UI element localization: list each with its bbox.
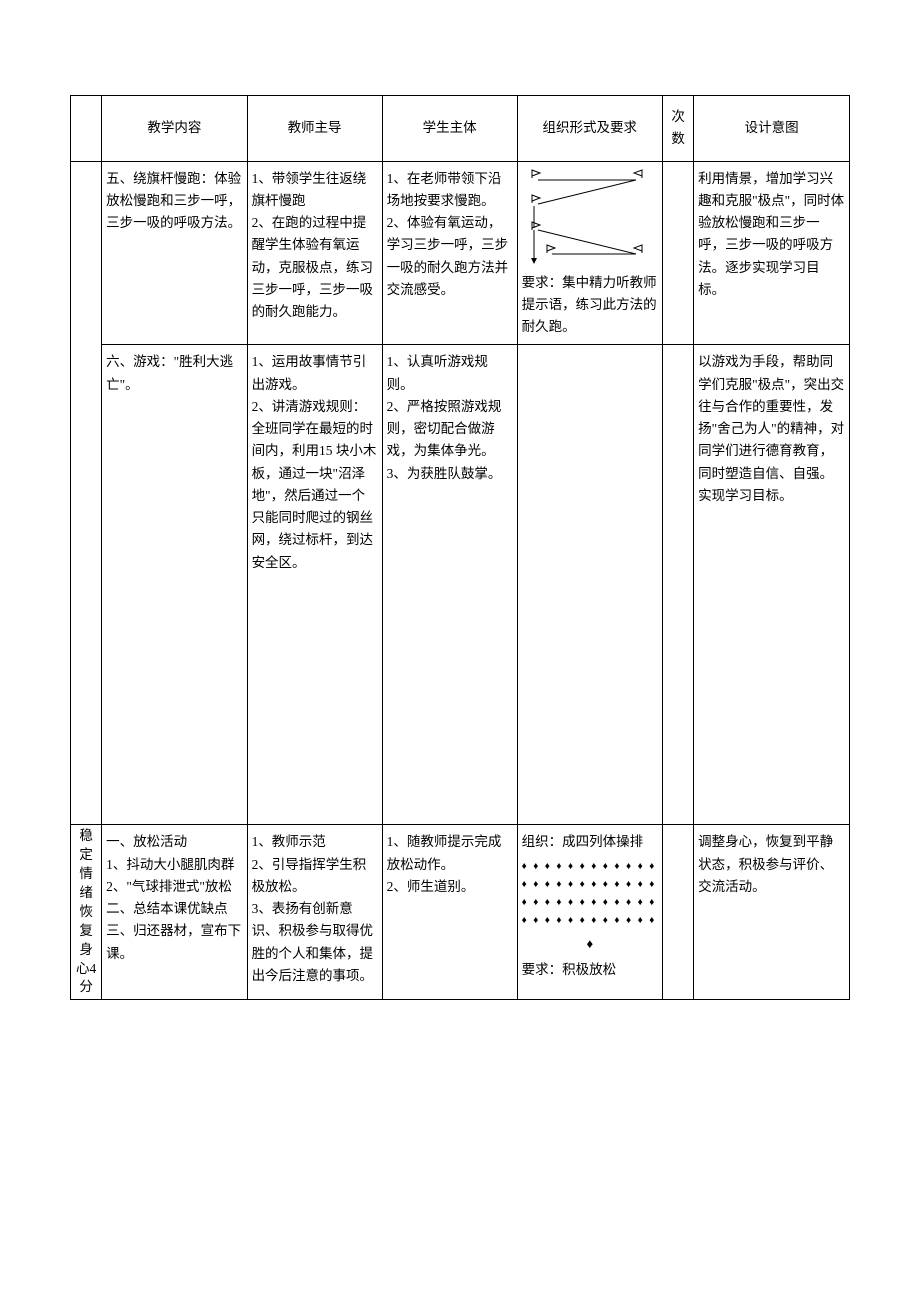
cell-count [663, 161, 694, 345]
cell-teacher: 1、带领学生往返绕旗杆慢跑2、在跑的过程中提醒学生体验有氧运动，克服极点，练习三… [247, 161, 382, 345]
col-header-intent: 设计意图 [694, 96, 850, 162]
col-header-student: 学生主体 [382, 96, 517, 162]
table-row: 五、绕旗杆慢跑：体验放松慢跑和三步一呼，三步一吸的呼吸方法。 1、带领学生往返绕… [71, 161, 850, 345]
table-header-row: 教学内容 教师主导 学生主体 组织形式及要求 次数 设计意图 [71, 96, 850, 162]
col-header-content: 教学内容 [102, 96, 247, 162]
col-header-phase [71, 96, 102, 162]
table-row: 稳定情绪恢复身心4分 一、放松活动1、抖动大小腿肌肉群2、"气球排泄式"放松二、… [71, 825, 850, 1000]
cell-organization [517, 345, 662, 825]
col-header-teacher: 教师主导 [247, 96, 382, 162]
cell-intent: 调整身心，恢复到平静状态，积极参与评价、交流活动。 [694, 825, 850, 1000]
cell-content: 六、游戏："胜利大逃亡"。 [102, 345, 247, 825]
formation-row: ♦ ♦ ♦ ♦ ♦ ♦ ♦ ♦ ♦ ♦ ♦ ♦ [522, 912, 658, 930]
cell-student: 1、认真听游戏规则。2、严格按照游戏规则，密切配合做游戏，为集体争光。3、为获胜… [382, 345, 517, 825]
formation-leader: ♦ [522, 932, 658, 955]
cell-count [663, 825, 694, 1000]
phase-label [71, 161, 102, 825]
formation-row: ♦ ♦ ♦ ♦ ♦ ♦ ♦ ♦ ♦ ♦ ♦ ♦ [522, 876, 658, 894]
cell-organization: 要求：集中精力听教师提示语，练习此方法的耐久跑。 [517, 161, 662, 345]
formation-row: ♦ ♦ ♦ ♦ ♦ ♦ ♦ ♦ ♦ ♦ ♦ ♦ [522, 858, 658, 876]
col-header-organization: 组织形式及要求 [517, 96, 662, 162]
cell-student: 1、随教师提示完成放松动作。2、师生道别。 [382, 825, 517, 1000]
phase-label: 稳定情绪恢复身心4分 [71, 825, 102, 1000]
zigzag-diagram [522, 168, 658, 268]
cell-count [663, 345, 694, 825]
cell-intent: 以游戏为手段，帮助同学们克服"极点"，突出交往与合作的重要性，发扬"舍己为人"的… [694, 345, 850, 825]
cell-teacher: 1、运用故事情节引出游戏。2、讲清游戏规则：全班同学在最短的时间内，利用15 块… [247, 345, 382, 825]
table-row: 六、游戏："胜利大逃亡"。 1、运用故事情节引出游戏。2、讲清游戏规则：全班同学… [71, 345, 850, 825]
organization-requirement: 要求：积极放松 [522, 959, 658, 981]
col-header-count: 次数 [663, 96, 694, 162]
cell-content: 五、绕旗杆慢跑：体验放松慢跑和三步一呼，三步一吸的呼吸方法。 [102, 161, 247, 345]
document-page: 教学内容 教师主导 学生主体 组织形式及要求 次数 设计意图 五、绕旗杆慢跑：体… [0, 0, 920, 1060]
cell-teacher: 1、教师示范2、引导指挥学生积极放松。3、表扬有创新意识、积极参与取得优胜的个人… [247, 825, 382, 1000]
formation-diagram: ♦ ♦ ♦ ♦ ♦ ♦ ♦ ♦ ♦ ♦ ♦ ♦ ♦ ♦ ♦ ♦ ♦ ♦ ♦ ♦ … [522, 858, 658, 955]
formation-row: ♦ ♦ ♦ ♦ ♦ ♦ ♦ ♦ ♦ ♦ ♦ ♦ [522, 894, 658, 912]
organization-prefix: 组织：成四列体操排 [522, 831, 658, 853]
lesson-plan-table: 教学内容 教师主导 学生主体 组织形式及要求 次数 设计意图 五、绕旗杆慢跑：体… [70, 95, 850, 1000]
cell-student: 1、在老师带领下沿场地按要求慢跑。2、体验有氧运动，学习三步一呼，三步一吸的耐久… [382, 161, 517, 345]
organization-requirement: 要求：集中精力听教师提示语，练习此方法的耐久跑。 [522, 272, 658, 339]
cell-content: 一、放松活动1、抖动大小腿肌肉群2、"气球排泄式"放松二、总结本课优缺点三、归还… [102, 825, 247, 1000]
flag-path-svg [522, 168, 652, 268]
cell-intent: 利用情景，增加学习兴趣和克服"极点"，同时体验放松慢跑和三步一呼，三步一吸的呼吸… [694, 161, 850, 345]
cell-organization: 组织：成四列体操排 ♦ ♦ ♦ ♦ ♦ ♦ ♦ ♦ ♦ ♦ ♦ ♦ ♦ ♦ ♦ … [517, 825, 662, 1000]
